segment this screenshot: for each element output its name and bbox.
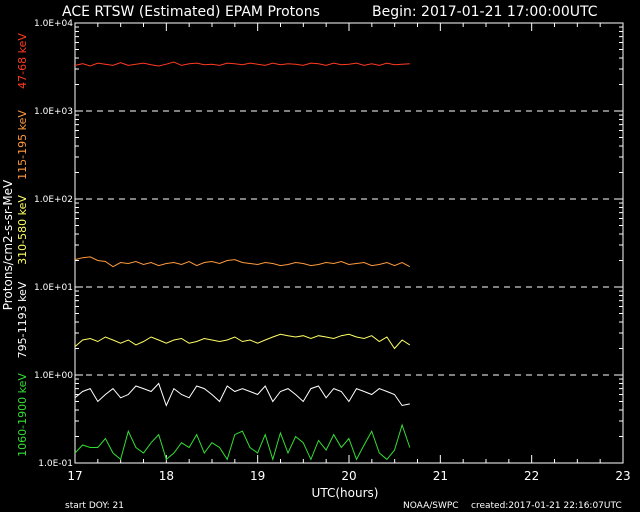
x-axis-label: UTC(hours)	[312, 486, 379, 500]
x-tick-label: 18	[159, 469, 174, 483]
x-tick-label: 17	[67, 469, 82, 483]
x-tick-label: 20	[341, 469, 356, 483]
series-line	[74, 423, 411, 462]
y-tick-label: 1.0E+04	[34, 19, 73, 29]
created-timestamp: created:2017-01-21 22:16:07UTC	[471, 501, 622, 511]
chart-begin-time: Begin: 2017-01-21 17:00:00UTC	[372, 4, 598, 20]
y-tick-label: 1.0E+03	[34, 107, 73, 117]
data-series	[74, 61, 411, 462]
grid-lines	[75, 110, 623, 376]
chart-title: ACE RTSW (Estimated) EPAM Protons	[62, 4, 320, 20]
series-line	[74, 382, 410, 407]
series-line	[74, 61, 410, 67]
x-tick-label: 19	[250, 469, 265, 483]
x-tick-label: 21	[433, 469, 448, 483]
y-axis: 1.0E-01 1.0E+00 1.0E+01 1.0E+02 1.0E+03 1.0E+…	[34, 19, 623, 469]
y-tick-label: 1.0E+00	[34, 371, 73, 381]
channel-labels: 47-68 keV 115-195 keV 310-580 keV 795-1193 …	[16, 33, 29, 457]
start-doy: start DOY: 21	[65, 501, 124, 511]
x-tick-label: 23	[615, 469, 630, 483]
x-axis: 17 18 19 20 21 22 23	[67, 23, 631, 483]
channel-label: 115-195 keV	[16, 110, 29, 180]
series-line	[74, 333, 411, 350]
y-tick-label: 1.0E-01	[38, 459, 73, 469]
channel-label: 310-580 keV	[16, 195, 29, 265]
channel-label: 47-68 keV	[16, 33, 29, 89]
series-line	[74, 256, 411, 268]
source-label: NOAA/SWPC	[403, 501, 459, 511]
y-tick-label: 1.0E+01	[34, 283, 73, 293]
channel-label: 1060-1900 keV	[16, 373, 29, 457]
y-tick-label: 1.0E+02	[34, 195, 73, 205]
x-tick-label: 22	[524, 469, 539, 483]
y-axis-label: Protons/cm2-s-sr-MeV	[1, 179, 15, 310]
channel-label: 795-1193 keV	[16, 281, 29, 358]
